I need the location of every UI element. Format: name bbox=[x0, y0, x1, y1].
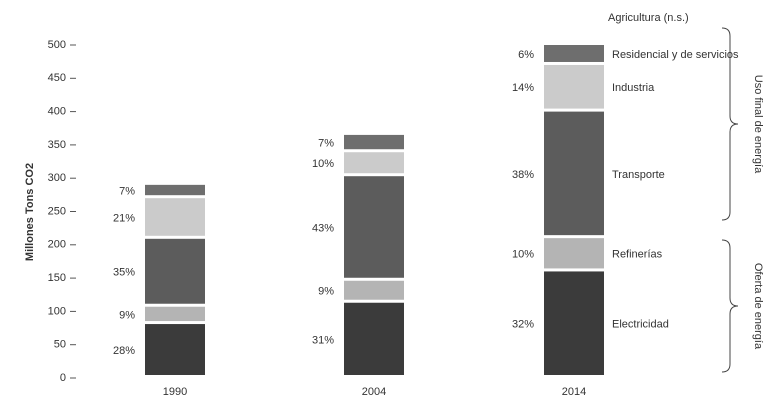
data-label: 6% bbox=[518, 49, 534, 61]
bracket bbox=[721, 239, 739, 373]
series-label: Refinerías bbox=[612, 249, 663, 261]
bar-segment bbox=[544, 64, 604, 109]
bar-segment bbox=[145, 198, 205, 236]
y-tick-label: 200 bbox=[48, 239, 66, 251]
bar-segment bbox=[344, 302, 404, 375]
data-label: 28% bbox=[113, 345, 135, 357]
data-label: 43% bbox=[312, 222, 334, 234]
data-label: 21% bbox=[113, 212, 135, 224]
data-label: 7% bbox=[119, 185, 135, 197]
x-tick-label: 2014 bbox=[562, 386, 586, 398]
bar-segment bbox=[145, 238, 205, 304]
note: Agricultura (n.s.) bbox=[608, 12, 689, 24]
bar-segment bbox=[344, 152, 404, 174]
bar-segment bbox=[544, 45, 604, 62]
bar-segment bbox=[145, 324, 205, 375]
bar-segment bbox=[344, 134, 404, 150]
series-label: Electricidad bbox=[612, 319, 669, 331]
y-tick-label: 350 bbox=[48, 139, 66, 151]
bar-segment bbox=[544, 111, 604, 236]
data-label: 38% bbox=[512, 169, 534, 181]
bar-segment bbox=[544, 271, 604, 375]
data-label: 14% bbox=[512, 82, 534, 94]
y-tick-label: 150 bbox=[48, 272, 66, 284]
bracket bbox=[721, 27, 739, 221]
data-label: 31% bbox=[312, 334, 334, 346]
data-label: 9% bbox=[318, 286, 334, 298]
group-label: Oferta de energía bbox=[752, 263, 764, 350]
series-label: Transporte bbox=[612, 169, 665, 181]
data-label: 10% bbox=[312, 158, 334, 170]
y-tick-label: 50 bbox=[54, 339, 66, 351]
bar-segment bbox=[544, 238, 604, 269]
bar-segment bbox=[145, 306, 205, 322]
data-label: 35% bbox=[113, 267, 135, 279]
y-axis-title: Millones Tons CO2 bbox=[24, 163, 36, 261]
data-label: 7% bbox=[318, 137, 334, 149]
y-tick-label: 300 bbox=[48, 172, 66, 184]
bar-segment bbox=[344, 280, 404, 300]
x-tick-label: 1990 bbox=[163, 386, 187, 398]
y-tick-label: 250 bbox=[48, 205, 66, 217]
y-tick-label: 400 bbox=[48, 106, 66, 118]
y-tick-label: 450 bbox=[48, 72, 66, 84]
series-label: Residencial y de servicios bbox=[612, 49, 739, 61]
y-tick-label: 100 bbox=[48, 305, 66, 317]
y-tick-label: 500 bbox=[48, 39, 66, 51]
data-label: 32% bbox=[512, 319, 534, 331]
bar-segment bbox=[145, 184, 205, 196]
data-label: 10% bbox=[512, 249, 534, 261]
y-tick-label: 0 bbox=[60, 372, 66, 384]
data-label: 9% bbox=[119, 309, 135, 321]
group-label: Uso final de energía bbox=[752, 75, 764, 174]
bar-segment bbox=[344, 176, 404, 278]
x-tick-label: 2004 bbox=[362, 386, 386, 398]
series-label: Industria bbox=[612, 82, 655, 94]
